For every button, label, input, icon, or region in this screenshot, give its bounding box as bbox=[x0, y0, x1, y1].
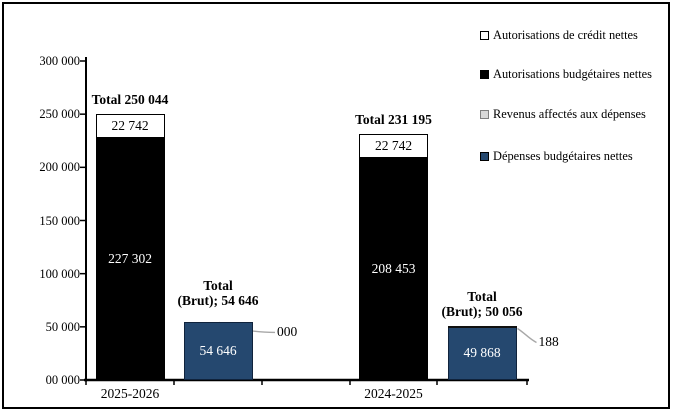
y-tick-label: 200 000 bbox=[39, 160, 80, 175]
legend-label: Revenus affectés aux dépenses bbox=[493, 107, 646, 121]
budgetary-authorizations-segment: 227 302 bbox=[95, 138, 165, 380]
y-tick-label: 300 000 bbox=[39, 54, 80, 68]
legend-label: Dépenses budgétaires nettes bbox=[493, 149, 633, 163]
y-tick-label: 100 000 bbox=[39, 266, 80, 281]
legend-item-depenses-budgetaires: Dépenses budgétaires nettes bbox=[480, 148, 633, 164]
legend-item-autorisations-credit: Autorisations de crédit nettes bbox=[480, 27, 638, 43]
net-expenses-bar: 49 868 bbox=[447, 326, 517, 380]
legend-swatch-icon bbox=[480, 109, 489, 119]
x-tick-label: 2024-2025 bbox=[364, 386, 423, 401]
revenue-callout-label: 188 bbox=[538, 334, 559, 350]
legend-item-revenus-affectes: Revenus affectés aux dépenses bbox=[480, 106, 646, 122]
gross-total-label: Total (Brut); 54 646 bbox=[177, 277, 259, 308]
legend-label: Autorisations budgétaires nettes bbox=[493, 67, 652, 81]
legend-swatch-icon bbox=[480, 30, 489, 40]
budgetary-authorizations-value: 227 302 bbox=[108, 251, 152, 267]
authorizations-total-label: Total 231 195 bbox=[355, 112, 432, 128]
credit-authorizations-value: 22 742 bbox=[374, 138, 413, 154]
legend-label: Autorisations de crédit nettes bbox=[493, 28, 638, 42]
x-tick-label: 2025-2026 bbox=[100, 386, 160, 401]
y-tick-label: 150 000 bbox=[39, 213, 80, 228]
legend-swatch-icon bbox=[480, 151, 489, 161]
gross-total-label: Total (Brut); 50 056 bbox=[441, 288, 523, 319]
callout-leader-line bbox=[517, 327, 537, 344]
legend-item-autorisations-budgetaires: Autorisations budgétaires nettes bbox=[480, 66, 652, 82]
legend-swatch-icon bbox=[480, 69, 489, 79]
net-expenses-value: 54 646 bbox=[199, 342, 237, 358]
y-tick-label: 250 000 bbox=[39, 107, 80, 122]
y-tick-label: 50 000 bbox=[45, 319, 80, 334]
credit-authorizations-segment: 22 742 bbox=[359, 134, 428, 159]
net-expenses-bar: 54 646 bbox=[183, 321, 253, 380]
credit-authorizations-value: 22 742 bbox=[111, 118, 149, 134]
revenue-callout-label: 000 bbox=[277, 324, 298, 340]
revenue-segment bbox=[447, 325, 517, 329]
budgetary-authorizations-segment: 208 453 bbox=[359, 158, 428, 380]
net-expenses-value: 49 868 bbox=[463, 345, 501, 361]
credit-authorizations-segment: 22 742 bbox=[95, 114, 165, 139]
budgetary-authorizations-value: 208 453 bbox=[371, 261, 416, 277]
y-tick-label: 00 000 bbox=[45, 373, 80, 387]
authorizations-total-label: Total 250 044 bbox=[91, 92, 169, 108]
